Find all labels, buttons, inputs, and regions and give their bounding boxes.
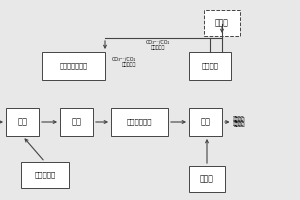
Text: 碱式碳酸锌产品: 碱式碳酸锌产品 [59, 63, 88, 69]
Text: 磷酸或其盐: 磷酸或其盐 [34, 172, 56, 178]
FancyBboxPatch shape [60, 108, 93, 136]
FancyBboxPatch shape [21, 162, 69, 188]
Text: CO₃²⁻/CO₂
过滤、干燥: CO₃²⁻/CO₂ 过滤、干燥 [145, 40, 170, 50]
Text: 除杂: 除杂 [17, 117, 28, 127]
Text: 硫化锌: 硫化锌 [215, 19, 229, 27]
Text: 氧化: 氧化 [71, 117, 82, 127]
Text: 过滤、洗
涤、干燥: 过滤、洗 涤、干燥 [234, 117, 245, 127]
FancyBboxPatch shape [204, 10, 240, 36]
FancyBboxPatch shape [111, 108, 168, 136]
Text: CO₃²⁻/CO₂
过滤、干燥: CO₃²⁻/CO₂ 过滤、干燥 [112, 57, 136, 67]
FancyBboxPatch shape [42, 52, 105, 80]
FancyBboxPatch shape [189, 108, 222, 136]
FancyBboxPatch shape [189, 166, 225, 192]
Text: 沉淀: 沉淀 [200, 117, 211, 127]
Text: 负压蒸馏除酸: 负压蒸馏除酸 [127, 119, 152, 125]
Text: 过滤、洗
涤、干燥: 过滤、洗 涤、干燥 [232, 116, 244, 126]
Text: 沉淀剂: 沉淀剂 [200, 174, 214, 184]
Text: 含锌滤液: 含锌滤液 [202, 63, 218, 69]
FancyBboxPatch shape [6, 108, 39, 136]
FancyBboxPatch shape [189, 52, 231, 80]
